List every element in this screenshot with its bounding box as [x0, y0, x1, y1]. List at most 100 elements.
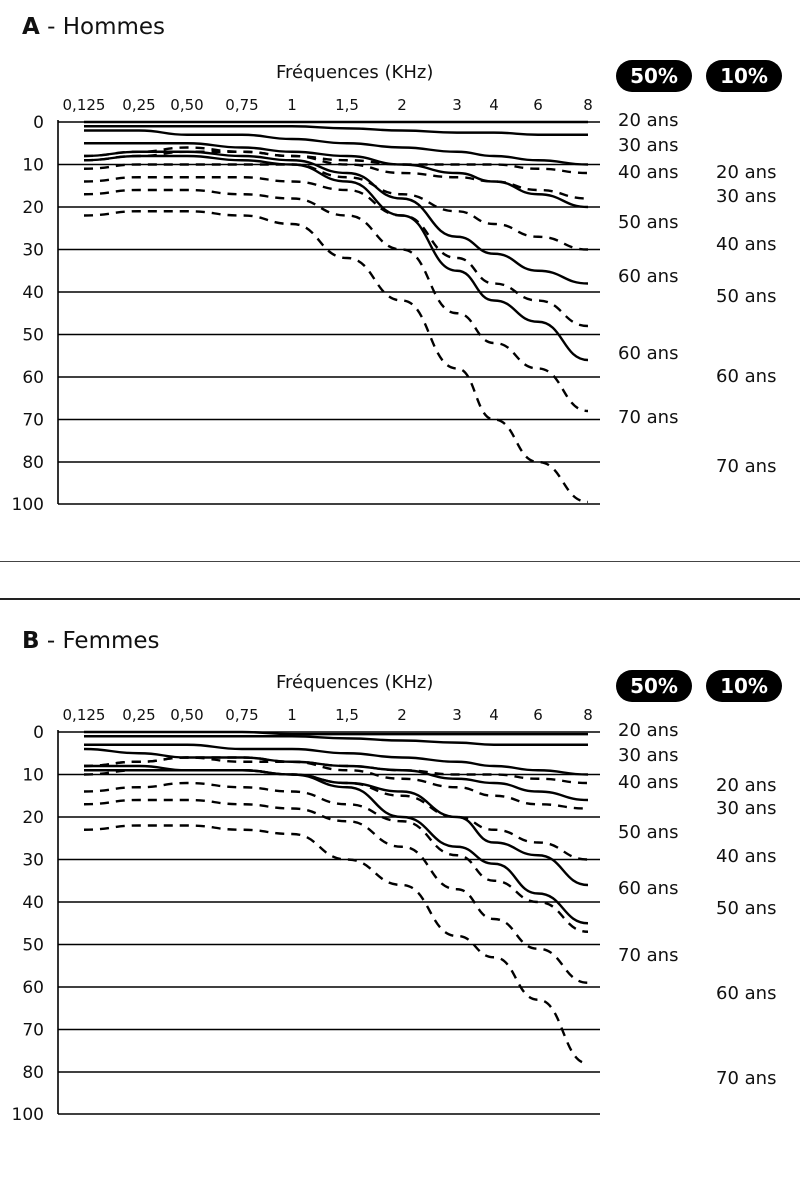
series-line-10pct-8: [83, 150, 589, 200]
age-label-10pct: 20 ans: [716, 162, 777, 183]
y-tick-label: 60: [22, 368, 44, 388]
x-tick-label: 3: [452, 96, 462, 114]
series-line-50pct-0: [84, 730, 588, 736]
y-tick-label: 40: [22, 283, 44, 303]
y-tick-label: 40: [22, 893, 44, 913]
x-tick-label: 0,50: [170, 96, 203, 114]
series-line-10pct-9: [83, 163, 589, 251]
x-tick-label: 4: [489, 96, 499, 114]
series-line-50pct-4: [83, 764, 589, 887]
series-line-10pct-10: [83, 781, 589, 933]
y-tick-label: 20: [22, 198, 44, 218]
series-line-10pct-8: [83, 756, 589, 810]
y-tick-label: 20: [22, 808, 44, 828]
age-label-10pct: 60 ans: [716, 366, 777, 387]
age-label-10pct: 70 ans: [716, 1068, 777, 1089]
age-label-10pct: 60 ans: [716, 983, 777, 1004]
panel-letter: B: [22, 628, 40, 654]
panel-hommes: A - Hommes Fréquences (KHz) 50% 10% 0 10 2…: [0, 0, 800, 560]
age-label-10pct: 40 ans: [716, 234, 777, 255]
panel-title: A - Hommes: [22, 14, 165, 40]
y-tick-label: 80: [22, 453, 44, 473]
series-line-50pct-2: [83, 743, 589, 776]
age-label-50pct: 20 ans: [618, 110, 679, 131]
series-line-50pct-2: [84, 129, 589, 166]
y-tick-label: 70: [22, 1021, 44, 1041]
age-label-50pct: 40 ans: [618, 772, 679, 793]
series-line-50pct-5: [84, 769, 589, 925]
age-label-50pct: 20 ans: [618, 720, 679, 741]
age-label-50pct: 70 ans: [618, 407, 679, 428]
series-line-10pct-11: [83, 798, 589, 984]
y-tick-label: 50: [22, 326, 44, 346]
series-line-10pct-11: [83, 188, 589, 413]
panel-title: B - Femmes: [22, 628, 160, 654]
legend-badge-10: 10%: [706, 60, 782, 92]
age-label-10pct: 30 ans: [716, 186, 777, 207]
age-label-50pct: 60 ans: [618, 343, 679, 364]
x-tick-label: 0,125: [63, 96, 106, 114]
x-tick-label: 0,25: [122, 706, 155, 724]
series-line-50pct-5: [83, 154, 589, 362]
divider-line: [0, 561, 800, 562]
age-label-50pct: 60 ans: [618, 266, 679, 287]
x-tick-label: 2: [397, 96, 407, 114]
series-line-50pct-3: [83, 142, 589, 209]
x-tick-label: 8: [583, 96, 593, 114]
age-label-50pct: 30 ans: [618, 745, 679, 766]
series-line-50pct-4: [83, 150, 589, 285]
panel-femmes: B - Femmes Fréquences (KHz) 50% 10% 0 10 2…: [0, 610, 800, 1170]
x-tick-label: 6: [533, 706, 543, 724]
y-tick-label: 0: [33, 113, 44, 133]
x-tick-label: 4: [489, 706, 499, 724]
age-label-10pct: 50 ans: [716, 286, 777, 307]
age-label-10pct: 50 ans: [716, 898, 777, 919]
age-label-10pct: 30 ans: [716, 798, 777, 819]
series-line-50pct-6: [83, 824, 589, 1065]
x-axis-label: Fréquences (KHz): [276, 672, 434, 693]
legend-badge-50: 50%: [616, 60, 692, 92]
x-tick-label: 2: [397, 706, 407, 724]
y-tick-label: 100: [12, 1105, 44, 1125]
x-tick-label: 3: [452, 706, 462, 724]
age-label-50pct: 30 ans: [618, 135, 679, 156]
audiogram-chart-hommes: 0 10 20 30 40 50 60 70 80 100 0,125 0,25 0,50 0,75 1 1,…: [12, 96, 600, 515]
age-label-50pct: 70 ans: [618, 945, 679, 966]
audiogram-chart-femmes: 0 10 20 30 40 50 60 70 80 100 0,125 0,25 0,50 0,75 1 1,…: [12, 706, 600, 1125]
series-line-50pct-1: [84, 735, 588, 746]
x-tick-label: 0,125: [63, 706, 106, 724]
legend-badge-50: 50%: [616, 670, 692, 702]
age-label-50pct: 50 ans: [618, 212, 679, 233]
x-tick-label: 0,25: [122, 96, 155, 114]
series-line-10pct-10: [83, 176, 589, 328]
y-tick-label: 30: [22, 851, 44, 871]
x-tick-label: 1,5: [335, 96, 359, 114]
y-tick-label: 10: [22, 156, 44, 176]
y-tick-label: 0: [33, 723, 44, 743]
panel-title-text: - Femmes: [39, 628, 160, 654]
y-tick-label: 50: [22, 936, 44, 956]
x-tick-label: 0,50: [170, 706, 203, 724]
age-label-50pct: 40 ans: [618, 162, 679, 183]
x-tick-label: 1: [287, 96, 297, 114]
legend-badge-10: 10%: [706, 670, 782, 702]
age-label-50pct: 60 ans: [618, 878, 679, 899]
y-tick-label: 30: [22, 241, 44, 261]
age-label-10pct: 40 ans: [716, 846, 777, 867]
age-label-10pct: 70 ans: [716, 456, 777, 477]
series-line-10pct-9: [83, 769, 589, 861]
series-line-50pct-1: [84, 125, 588, 136]
y-tick-label: 60: [22, 978, 44, 998]
x-tick-label: 1,5: [335, 706, 359, 724]
panel-letter: A: [22, 14, 40, 40]
x-tick-label: 0,75: [225, 706, 258, 724]
series-line-50pct-6: [83, 210, 589, 504]
y-tick-label: 100: [12, 495, 44, 515]
y-tick-label: 10: [22, 766, 44, 786]
age-label-50pct: 50 ans: [618, 822, 679, 843]
x-tick-label: 1: [287, 706, 297, 724]
panel-title-text: - Hommes: [39, 14, 166, 40]
series-line-10pct-7: [83, 146, 589, 175]
x-tick-label: 8: [583, 706, 593, 724]
y-tick-label: 80: [22, 1063, 44, 1083]
